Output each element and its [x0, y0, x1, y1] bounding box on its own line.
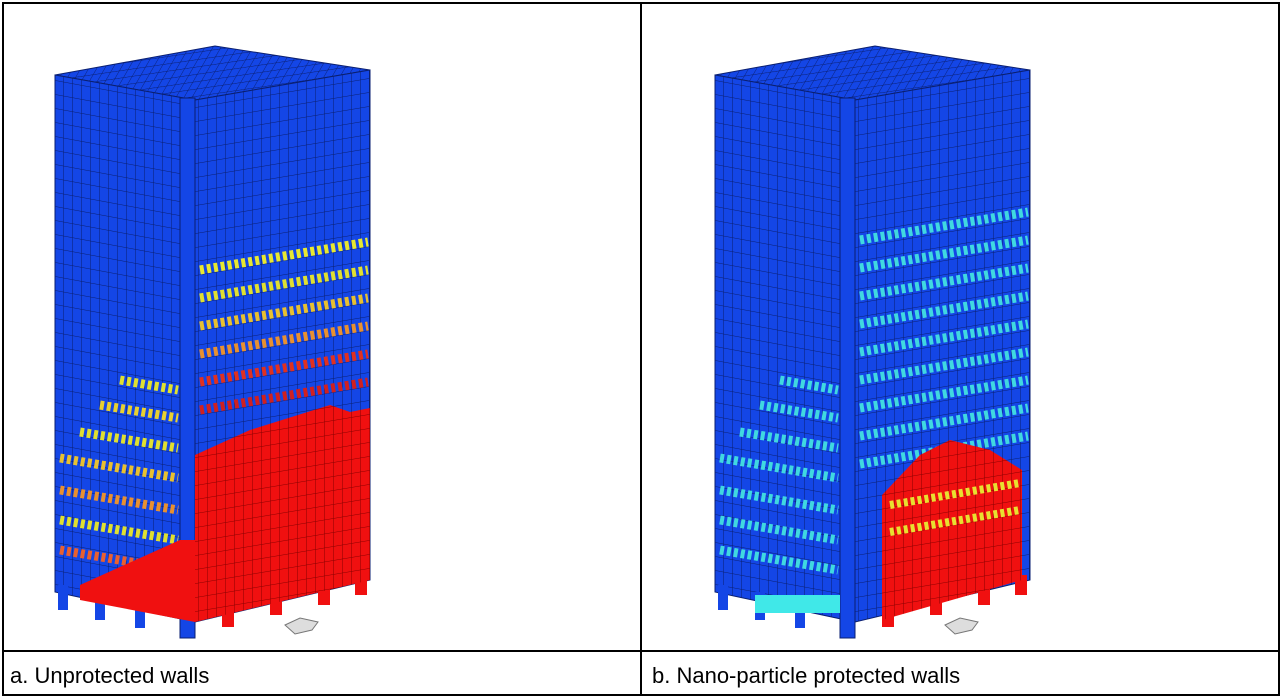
caption: a. Unprotected walls	[10, 663, 209, 688]
caption: b. Nano-particle protected walls	[652, 663, 960, 688]
figure: a. Unprotected walls b. Nano-particle pr…	[0, 0, 1283, 698]
page: a. Unprotected walls b. Nano-particle pr…	[0, 0, 1283, 698]
building-unprotected	[55, 46, 370, 638]
building-protected	[715, 46, 1030, 638]
